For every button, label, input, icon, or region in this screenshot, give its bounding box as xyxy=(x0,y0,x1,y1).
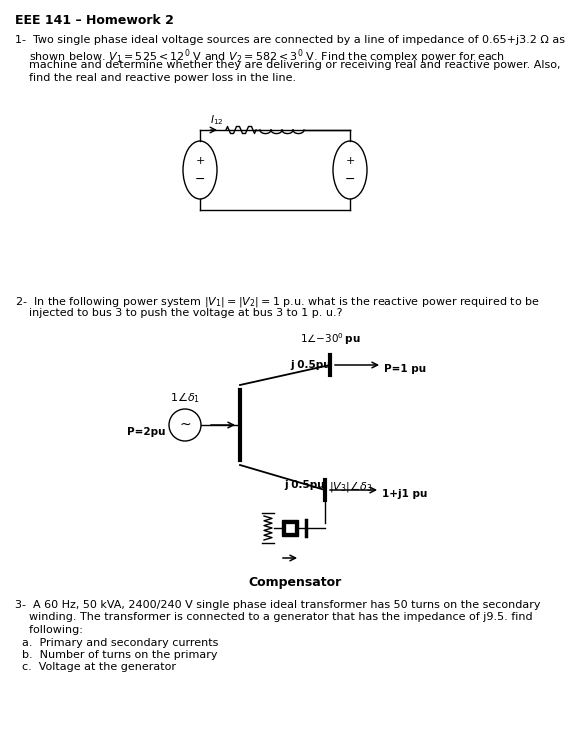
Text: 3-  A 60 Hz, 50 kVA, 2400/240 V single phase ideal transformer has 50 turns on t: 3- A 60 Hz, 50 kVA, 2400/240 V single ph… xyxy=(15,600,540,610)
Text: $|V_3|\angle\delta_3$: $|V_3|\angle\delta_3$ xyxy=(329,479,372,495)
Text: injected to bus 3 to push the voltage at bus 3 to 1 p. u.?: injected to bus 3 to push the voltage at… xyxy=(15,307,343,318)
Text: 2-  In the following power system $|V_1| = |V_2| = 1$ p.u. what is the reactive : 2- In the following power system $|V_1| … xyxy=(15,295,540,309)
Text: Compensator: Compensator xyxy=(248,576,342,589)
Text: $1\angle\delta_1$: $1\angle\delta_1$ xyxy=(170,390,200,405)
Bar xyxy=(286,524,294,532)
Text: P=2pu: P=2pu xyxy=(127,427,165,437)
Text: $I_{12}$: $I_{12}$ xyxy=(210,113,224,127)
Text: EEE 141 – Homework 2: EEE 141 – Homework 2 xyxy=(15,14,174,27)
Text: following:: following: xyxy=(15,625,83,635)
Text: a.  Primary and secondary currents: a. Primary and secondary currents xyxy=(22,637,218,648)
Text: winding. The transformer is connected to a generator that has the impedance of j: winding. The transformer is connected to… xyxy=(15,612,533,623)
Text: find the real and reactive power loss in the line.: find the real and reactive power loss in… xyxy=(15,73,296,82)
Text: −: − xyxy=(345,173,355,185)
Text: +: + xyxy=(195,156,205,166)
Text: c.  Voltage at the generator: c. Voltage at the generator xyxy=(22,662,176,673)
Text: shown below. $\mathit{V}_1 = 525 < 12^0$ V and $\mathit{V}_2 = 582 < 3^0$ V. Fin: shown below. $\mathit{V}_1 = 525 < 12^0$… xyxy=(15,48,505,66)
Text: 1+j1 pu: 1+j1 pu xyxy=(382,489,428,499)
Text: machine and determine whether they are delivering or receiving real and reactive: machine and determine whether they are d… xyxy=(15,60,561,70)
Text: $1\angle{-30}^0\!$ pu: $1\angle{-30}^0\!$ pu xyxy=(300,331,360,347)
Bar xyxy=(282,520,298,536)
Text: b.  Number of turns on the primary: b. Number of turns on the primary xyxy=(22,650,217,660)
Text: +: + xyxy=(345,156,354,166)
Text: P=1 pu: P=1 pu xyxy=(384,364,426,374)
Text: 1-  Two single phase ideal voltage sources are connected by a line of impedance : 1- Two single phase ideal voltage source… xyxy=(15,35,565,45)
Text: ~: ~ xyxy=(179,418,191,432)
Text: −: − xyxy=(195,173,205,185)
Text: j 0.5pu: j 0.5pu xyxy=(290,360,331,370)
Text: j 0.5pu: j 0.5pu xyxy=(285,479,325,490)
